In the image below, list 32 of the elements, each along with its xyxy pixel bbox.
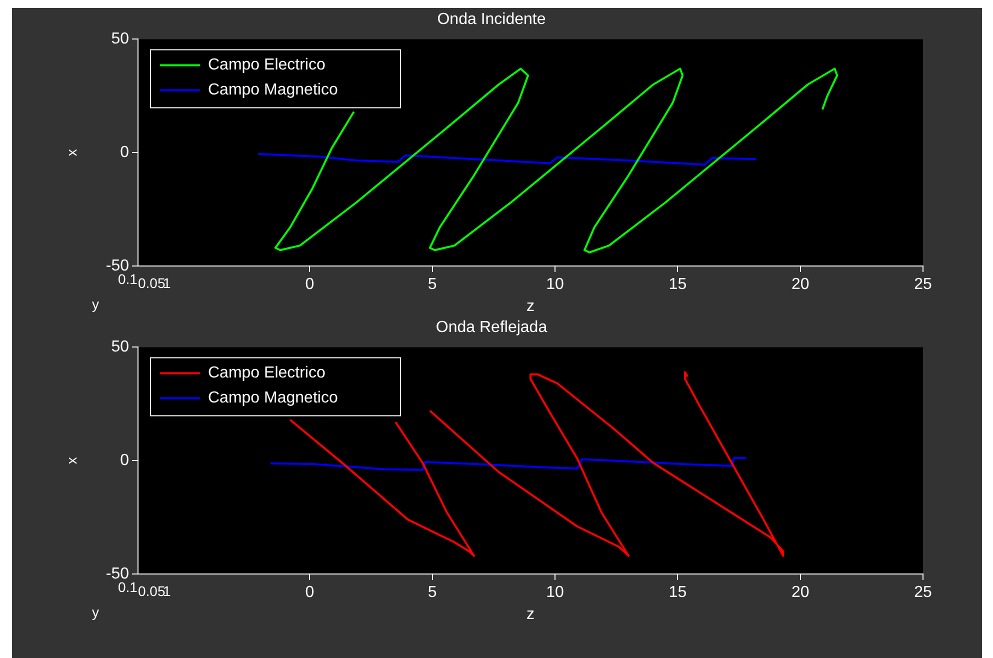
legend-label: Campo Electrico <box>208 364 326 382</box>
legend-label: Campo Magnetico <box>208 82 338 99</box>
x-axis-title: z <box>526 298 534 315</box>
text: 0.05 <box>138 582 166 599</box>
text: y <box>92 296 99 312</box>
x-tick-label: 10 <box>546 584 564 602</box>
y-tick-label: 50 <box>111 338 130 356</box>
y-tick-label: 0 <box>120 144 130 162</box>
chart-title: Onda Reflejada <box>436 319 548 336</box>
y-axis-title: x <box>63 149 80 156</box>
x-tick-label: 15 <box>668 276 687 294</box>
x-tick-label: 0 <box>305 276 314 294</box>
x-tick-label: 20 <box>791 584 810 602</box>
text: 1 <box>163 582 171 599</box>
legend-label: Campo Electrico <box>208 56 326 74</box>
y-tick-label: 50 <box>111 30 130 48</box>
x-tick-label: 5 <box>428 584 437 602</box>
x-tick-label: 15 <box>668 584 687 602</box>
x-tick-label: 5 <box>428 276 437 294</box>
x-tick-label: 10 <box>546 276 564 294</box>
chart-title: Onda Incidente <box>437 11 546 28</box>
y-axis-title: x <box>63 457 80 464</box>
x-tick-label: 25 <box>914 584 932 602</box>
text: 1 <box>163 274 171 291</box>
x-tick-label: 25 <box>914 276 932 294</box>
text: y <box>92 604 99 620</box>
x-axis-title: z <box>526 606 534 623</box>
text: 0.05 <box>138 274 166 291</box>
legend-label: Campo Magnetico <box>208 390 338 407</box>
y-tick-label: 0 <box>120 452 130 470</box>
x-tick-label: 0 <box>305 584 314 602</box>
x-tick-label: 20 <box>791 276 810 294</box>
